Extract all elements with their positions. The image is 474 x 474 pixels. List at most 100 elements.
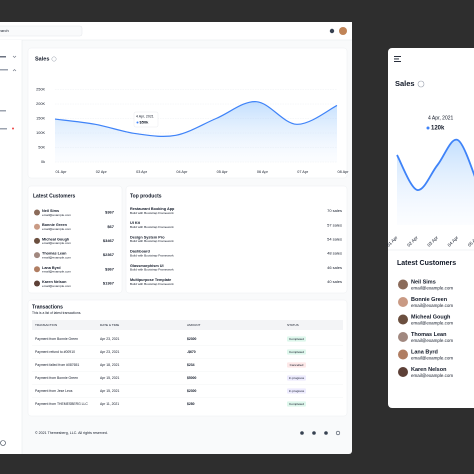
chevron (12, 69, 17, 72)
product-sales: 54 sales (327, 236, 342, 241)
card-title: Sales (395, 79, 415, 88)
customer-name: Micheal Gough (42, 237, 70, 241)
customer-name: Bonnie Green (411, 297, 448, 303)
hamburger-line (394, 58, 399, 60)
x-tick-label: 08 Apr (338, 170, 350, 174)
line (54, 101, 338, 137)
line-area (55, 101, 337, 162)
status-badge (287, 362, 306, 368)
column-header: TRANSACTION (35, 323, 57, 327)
customer-email: email@example.com (411, 356, 453, 361)
product-sales: 48 sales (327, 251, 342, 256)
facebook-icon[interactable] (300, 431, 304, 435)
line (396, 138, 474, 191)
sidebar-item[interactable] (0, 56, 6, 58)
product-name: Multipurpose Template (130, 278, 171, 282)
search-box[interactable] (0, 25, 83, 37)
x-tick-label: 05 Apr (217, 170, 229, 174)
transaction-name: Payment refund to #00910 (35, 350, 75, 354)
card-title: Latest Customers (397, 260, 456, 267)
product-sales: 70 sales (327, 208, 342, 213)
customer-amount: $3467 (103, 238, 115, 243)
transaction-name: Payment from THEMESBERG LLC (35, 402, 88, 406)
customer-name: Thomas Lean (42, 252, 67, 256)
status-badge (287, 349, 306, 355)
customer-email: email@example.com (411, 286, 453, 291)
bell-icon[interactable] (329, 28, 335, 34)
product-sales: 57 sales (327, 222, 342, 227)
products-card (125, 185, 348, 294)
customer-avatar (34, 280, 40, 287)
customer-avatar (398, 297, 408, 307)
status-label: Completed (289, 337, 304, 341)
customer-name: Neil Sims (42, 209, 59, 213)
product-subtitle: Build with Bootstrap Framework (130, 225, 174, 229)
transaction-amount: -$670 (187, 350, 196, 354)
hamburger-line (394, 61, 401, 62)
status-label: Completed (289, 402, 304, 406)
x-tick-label: 02 Apr (96, 170, 108, 174)
customer-amount: $367 (105, 210, 115, 215)
customer-avatar (34, 223, 40, 230)
customer-amount: $67 (107, 224, 114, 229)
transaction-date: Apr 15, 2021 (100, 389, 120, 393)
product-sales: 46 sales (327, 265, 342, 270)
dribbble-icon[interactable] (335, 430, 341, 436)
transaction-amount: $5000 (187, 376, 197, 380)
product-name: Dashboard (130, 250, 151, 254)
tooltip-dot (136, 121, 139, 124)
column-header: STATUS (287, 323, 299, 327)
hamburger-line (394, 56, 401, 57)
customer-name: Karen Nelson (42, 280, 67, 284)
search-placeholder: Search (0, 28, 9, 33)
x-tick-label: 06 Apr (257, 170, 269, 174)
card-title: Top products (130, 193, 162, 199)
x-tick-label: 04 Apr (176, 170, 188, 174)
twitter-icon[interactable] (312, 431, 316, 435)
product-name: Restaurant Booking App (130, 207, 175, 211)
product-name: Glassmorphism UI (130, 264, 164, 268)
product-subtitle: Build with Bootstrap Framework (130, 268, 174, 272)
card-title: Sales (35, 56, 49, 62)
status-badge (287, 336, 306, 342)
transaction-date: Apr 23, 2021 (100, 337, 120, 341)
product-sales: 40 sales (327, 279, 342, 284)
x-tick-label: 01 Apr (56, 170, 68, 174)
customer-email: email@example.com (411, 338, 453, 343)
product-subtitle: Build with Bootstrap Framework (130, 239, 174, 243)
customer-email: email@example.com (411, 303, 453, 308)
hamburger-icon[interactable] (394, 56, 401, 62)
status-label: Cancelled (290, 363, 304, 367)
avatar[interactable] (339, 27, 347, 35)
y-tick-label: 250K (36, 88, 45, 92)
tooltip-dot (426, 126, 430, 130)
sidebar-item[interactable] (0, 110, 6, 112)
customer-email: email@example.com (42, 255, 71, 259)
github-icon[interactable] (324, 431, 328, 435)
x-tick-label: 03 Apr (136, 170, 148, 174)
y-tick-label: 150K (36, 117, 45, 121)
customer-email: email@example.com (42, 284, 71, 288)
status-label: In progress (289, 376, 305, 380)
tooltip (133, 111, 159, 128)
transaction-name: Payment failed from #087651 (35, 363, 79, 367)
y-tick-label: 0k (41, 160, 45, 164)
mobile-window (388, 48, 474, 408)
customer-avatar (34, 209, 40, 216)
product-name: UI Kit (130, 221, 141, 225)
info-icon[interactable] (51, 56, 57, 62)
customer-email: email@example.com (42, 213, 71, 217)
transaction-amount: $2300 (187, 389, 197, 393)
status-badge (287, 375, 306, 381)
customer-name: Thomas Lean (411, 332, 447, 338)
chevron (12, 55, 17, 58)
settings-icon[interactable] (0, 440, 6, 446)
info-icon[interactable] (417, 80, 425, 88)
line-area (397, 139, 474, 225)
sidebar-item[interactable] (0, 69, 8, 71)
sidebar (0, 40, 22, 454)
sidebar-item[interactable] (0, 128, 7, 130)
transaction-date: Apr 15, 2021 (100, 376, 120, 380)
